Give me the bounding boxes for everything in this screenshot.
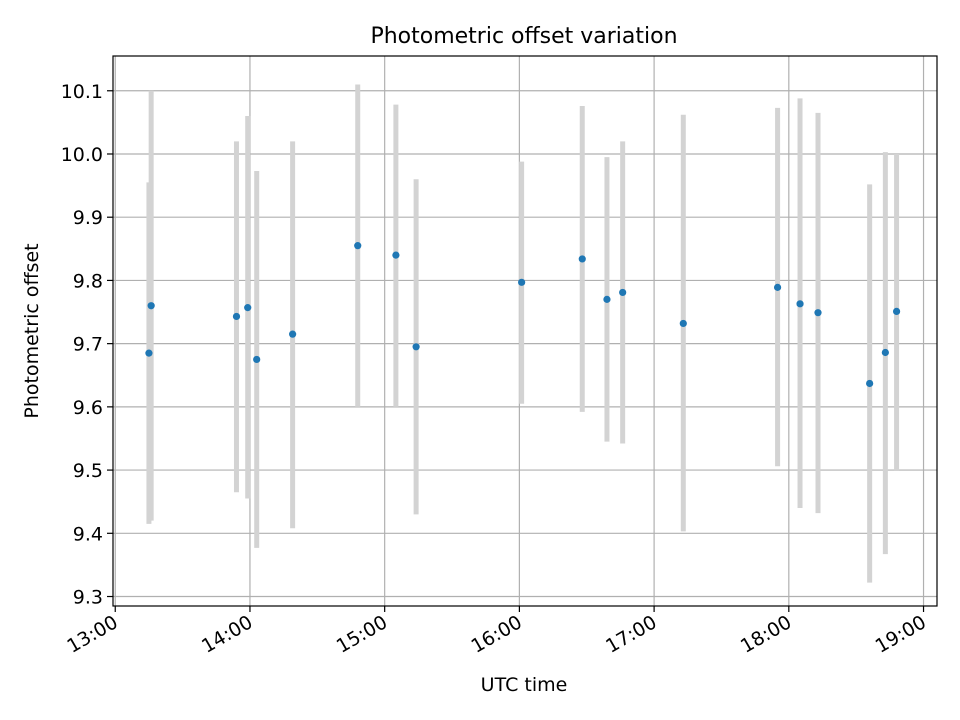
data-point: [147, 302, 155, 310]
data-point: [244, 304, 252, 312]
y-axis-label: Photometric offset: [21, 243, 43, 418]
y-tick-label: 9.9: [73, 207, 103, 229]
data-point: [392, 251, 400, 259]
data-point: [619, 288, 627, 297]
y-tick-label: 9.4: [73, 523, 103, 545]
x-axis-label: UTC time: [481, 674, 568, 696]
data-point: [578, 255, 586, 263]
data-point: [354, 242, 362, 250]
y-tick-label: 9.7: [73, 334, 103, 356]
data-point: [814, 309, 822, 317]
data-point: [253, 355, 261, 364]
y-tick-label: 9.5: [73, 460, 103, 482]
data-point: [773, 283, 782, 291]
data-point: [866, 379, 874, 388]
data-point: [518, 278, 526, 286]
y-tick-label: 9.8: [73, 270, 103, 292]
y-tick-label: 9.6: [73, 397, 103, 419]
data-points: [145, 242, 901, 388]
y-axis-ticks: 9.3 9.4 9.5 9.6 9.7 9.8 9.9 10.0 10.1: [61, 81, 113, 609]
data-point: [145, 349, 153, 357]
chart-title: Photometric offset variation: [370, 24, 677, 49]
data-point: [603, 295, 611, 303]
data-point: [796, 300, 804, 308]
data-point: [892, 307, 901, 316]
data-point: [881, 348, 889, 357]
y-tick-label: 10.1: [61, 81, 103, 103]
data-point: [289, 330, 297, 338]
plot-frame: [112, 55, 938, 607]
data-point: [412, 343, 420, 351]
y-tick-label: 10.0: [61, 144, 103, 166]
y-tick-label: 9.3: [73, 587, 103, 609]
data-point: [232, 312, 241, 321]
data-point: [679, 319, 687, 328]
